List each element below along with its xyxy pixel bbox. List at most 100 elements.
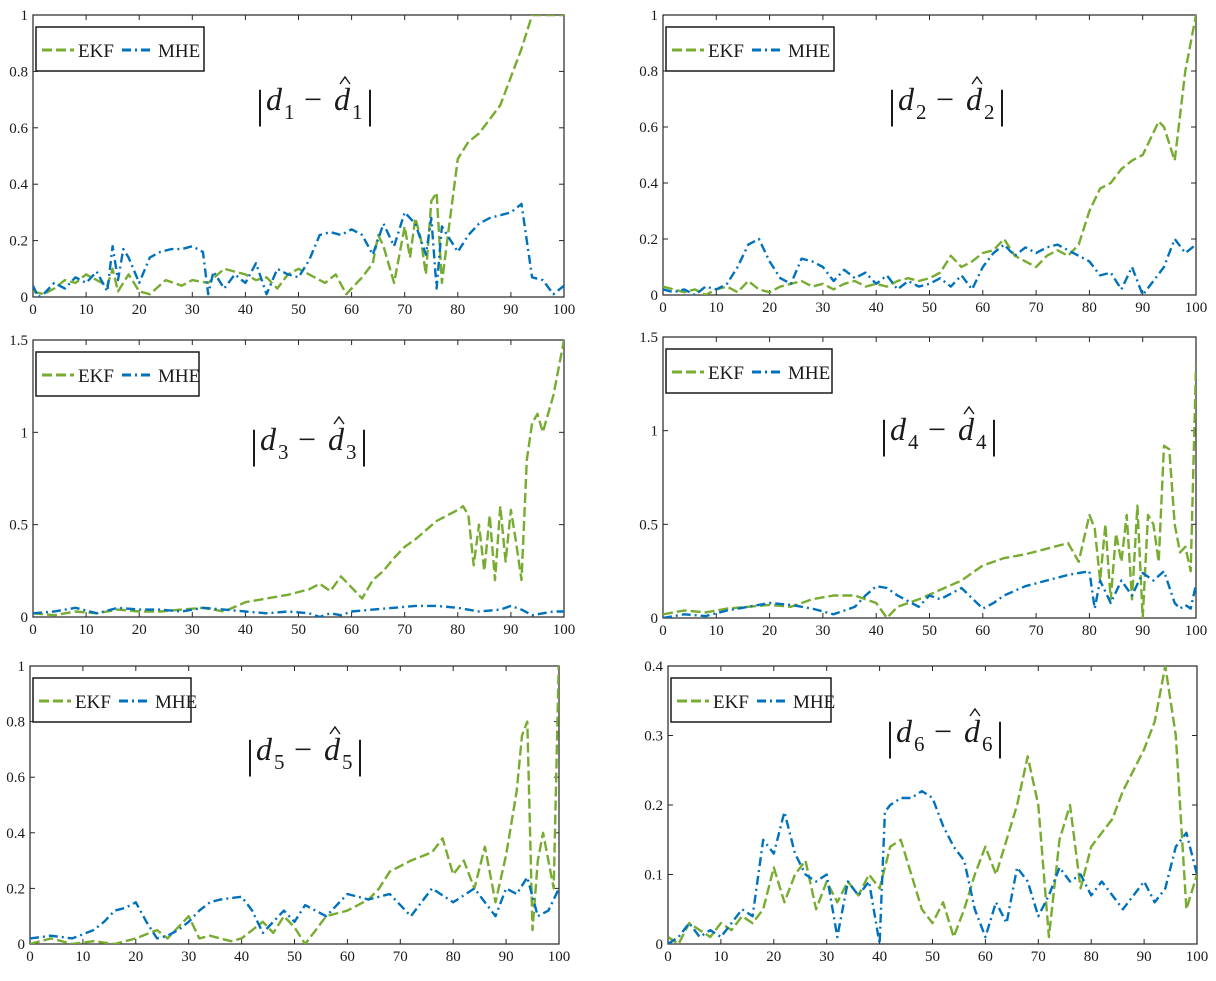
x-tick-label: 50 xyxy=(922,300,937,316)
formula-bar-right: | xyxy=(996,714,1004,759)
formula-index: 4 xyxy=(908,430,919,454)
x-tick-label: 20 xyxy=(132,622,147,638)
y-tick-label: 0.4 xyxy=(6,826,25,842)
x-tick-label: 100 xyxy=(553,302,576,318)
formula-bar-right: | xyxy=(366,82,374,127)
series-line-mhe xyxy=(663,570,1196,618)
formula-minus: − xyxy=(294,731,312,767)
formula-hat xyxy=(969,707,981,717)
y-tick-label: 0.6 xyxy=(9,121,28,137)
x-tick-label: 70 xyxy=(397,302,412,318)
formula-var-hat: d xyxy=(958,411,975,447)
y-tick-label: 0.2 xyxy=(639,232,658,248)
y-tick-label: 0.4 xyxy=(639,176,658,192)
x-tick-label: 60 xyxy=(975,300,990,316)
series-group xyxy=(663,365,1196,618)
legend: EKF MHE xyxy=(665,348,833,394)
y-tick-label: 0 xyxy=(18,937,26,953)
x-tick-label: 90 xyxy=(1137,949,1152,965)
series-group xyxy=(663,15,1196,295)
x-tick-label: 30 xyxy=(185,622,200,638)
x-tick-label: 90 xyxy=(1135,623,1150,639)
formula-index: 3 xyxy=(278,440,289,464)
formula-minus: − xyxy=(936,81,954,117)
x-tick-label: 10 xyxy=(79,622,94,638)
y-tick-label: 0 xyxy=(21,610,29,626)
formula-bar-left: | xyxy=(888,82,896,127)
x-tick-label: 90 xyxy=(499,949,514,965)
formula-index: 5 xyxy=(274,750,285,774)
series-line-ekf xyxy=(33,340,564,617)
x-tick-label: 10 xyxy=(709,623,724,639)
formula-hat xyxy=(339,75,351,85)
series-line-mhe xyxy=(30,876,559,940)
formula-hat xyxy=(963,405,975,415)
x-tick-label: 0 xyxy=(29,622,37,638)
legend-label-mhe: MHE xyxy=(155,692,197,713)
series-line-mhe xyxy=(33,604,564,617)
formula-bar-left: | xyxy=(246,732,254,777)
series-line-ekf xyxy=(33,15,564,296)
y-tick-label: 0 xyxy=(656,937,664,953)
legend-label-mhe: MHE xyxy=(158,41,200,62)
formula-bar-left: | xyxy=(880,412,888,457)
formula-minus: − xyxy=(934,713,952,749)
y-tick-label: 0.8 xyxy=(6,715,25,731)
legend-label-mhe: MHE xyxy=(788,41,830,62)
formula-var: d xyxy=(896,713,913,749)
legend: EKF MHE xyxy=(32,677,197,723)
series-group xyxy=(668,666,1197,944)
x-tick-label: 20 xyxy=(762,623,777,639)
x-tick-label: 60 xyxy=(340,949,355,965)
series-line-mhe xyxy=(663,237,1196,295)
x-tick-label: 10 xyxy=(713,949,728,965)
legend-label-mhe: MHE xyxy=(788,363,830,384)
x-tick-label: 30 xyxy=(185,302,200,318)
x-tick-label: 40 xyxy=(238,302,253,318)
formula-index: 1 xyxy=(284,100,295,124)
formula-index-hat: 4 xyxy=(976,430,987,454)
formula-hat xyxy=(329,725,341,735)
x-tick-label: 100 xyxy=(1185,623,1208,639)
formula-bar-right: | xyxy=(998,82,1006,127)
series-line-ekf xyxy=(30,666,559,944)
series-group xyxy=(33,340,564,617)
x-tick-label: 60 xyxy=(344,302,359,318)
formula-var: d xyxy=(260,421,277,457)
x-tick-label: 10 xyxy=(75,949,90,965)
y-tick-label: 1 xyxy=(651,8,659,24)
x-tick-label: 30 xyxy=(815,300,830,316)
formula-var: d xyxy=(256,731,273,767)
y-tick-label: 0.2 xyxy=(644,798,663,814)
x-tick-label: 40 xyxy=(869,300,884,316)
x-tick-label: 40 xyxy=(869,623,884,639)
legend-label-ekf: EKF xyxy=(708,41,744,62)
x-tick-label: 50 xyxy=(291,302,306,318)
x-tick-label: 100 xyxy=(548,949,571,965)
chart-panel-2: 0 10 20 30 40 50 60 70 80 90 100 0 0.2 0.4 0.6 0.8 1 EKF M… xyxy=(639,8,1207,316)
x-tick-label: 30 xyxy=(815,623,830,639)
x-tick-label: 80 xyxy=(1082,300,1097,316)
formula-index-hat: 2 xyxy=(984,100,995,124)
formula-index: 6 xyxy=(914,732,925,756)
y-tick-label: 0.3 xyxy=(644,729,663,745)
series-line-mhe xyxy=(33,202,564,297)
x-tick-label: 80 xyxy=(446,949,461,965)
formula-var-hat: d xyxy=(334,81,351,117)
x-tick-label: 70 xyxy=(393,949,408,965)
x-tick-label: 40 xyxy=(872,949,887,965)
formula-annotation: | d 1− d 1 | xyxy=(256,75,374,127)
formula-index-hat: 1 xyxy=(352,100,363,124)
y-tick-label: 0.6 xyxy=(6,770,25,786)
x-tick-label: 80 xyxy=(450,302,465,318)
x-tick-label: 40 xyxy=(238,622,253,638)
x-tick-label: 90 xyxy=(1135,300,1150,316)
formula-minus: − xyxy=(304,81,322,117)
y-tick-label: 1 xyxy=(21,425,29,441)
formula-annotation: | d 6− d 6 | xyxy=(886,707,1004,759)
x-tick-label: 20 xyxy=(762,300,777,316)
formula-bar-right: | xyxy=(990,412,998,457)
formula-var-hat: d xyxy=(324,731,341,767)
formula-minus: − xyxy=(928,411,946,447)
x-tick-label: 80 xyxy=(1084,949,1099,965)
